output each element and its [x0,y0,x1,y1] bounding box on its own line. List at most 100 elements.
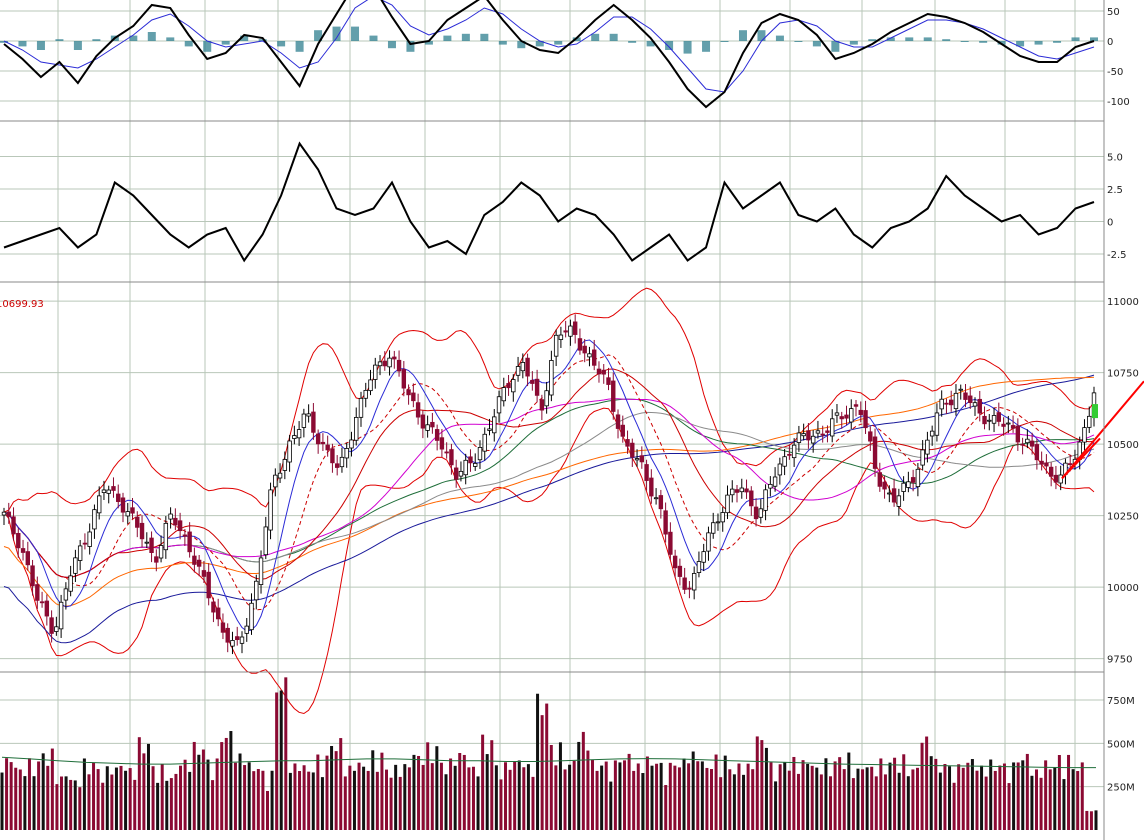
volume-bar [627,753,631,830]
axis-tick-label: 10000 [1107,583,1139,594]
candle-body [787,453,792,456]
candle-body [696,561,702,573]
candle-body [639,455,645,463]
volume-bar [311,772,315,830]
volume-bar [169,778,173,830]
volume-bar [256,769,260,830]
candle-body [6,511,11,517]
macd-histogram-bar [757,30,766,41]
candle-body [473,462,478,467]
volume-bar [764,747,768,830]
volume-bar [1012,762,1016,830]
volume-bar [961,767,965,830]
macd-histogram-bar [794,41,803,42]
volume-bar [96,769,100,830]
candle-body [1048,466,1054,477]
candle-body [1068,463,1073,466]
candle-body [991,415,997,424]
volume-bar [206,759,210,830]
candle-body [63,588,69,601]
volume-bar [220,742,224,830]
volume-bar [778,764,782,830]
volume-bar [426,742,430,830]
candle-body [301,413,307,428]
volume-bar [73,780,77,830]
macd-histogram-bar [738,30,747,41]
macd-histogram-bar [775,35,784,41]
volume-bar [165,780,169,830]
volume-bar [938,772,942,830]
candle-body [601,369,606,375]
momentum-line [3,141,1095,263]
volume-bar [421,764,425,830]
volume-bar [957,764,961,830]
volume-bar [1076,771,1080,830]
macd-histogram-bar [258,39,267,41]
candle-body [539,399,545,411]
candle-body [758,508,764,518]
candle-body [263,526,268,556]
volume-bar [531,776,535,830]
candle-body [211,601,216,613]
macd-histogram-bar [332,26,341,41]
volume-bar [595,770,599,830]
macd-histogram-bar [147,32,156,41]
volume-bar [568,764,572,830]
candle-body [30,565,35,587]
volume-bar [801,760,805,830]
volume-bar [824,758,828,830]
candle-body [868,431,873,442]
candle-body [373,364,378,380]
candle-body [949,399,954,406]
volume-bar [1039,777,1043,830]
volume-bar [641,773,645,830]
volume-bar [32,776,36,830]
candle-body [492,416,497,434]
macd-histogram-bar [424,41,433,45]
volume-bar [609,781,613,830]
candle-body [201,570,207,577]
candle-body [44,600,50,617]
volume-bar [1007,783,1011,830]
volume-bar [179,765,183,830]
candle-body [87,531,92,547]
macd-histogram-bar [849,41,858,45]
candle-body [701,551,706,563]
volume-bar [558,742,562,830]
volume-bar [142,753,146,830]
candle-body [739,487,744,493]
volume-bar [334,751,338,830]
volume-bar [783,762,787,830]
volume-bar [481,734,485,830]
volume-bar [952,782,956,830]
volume-bar [458,753,462,830]
ma-red-dashed [3,354,1095,611]
candle-body [430,421,435,428]
candle-body [715,521,721,524]
volume-bar [1057,755,1061,830]
ma-magenta [3,398,1095,578]
macd-histogram-bar [129,35,138,41]
candle-body [929,430,935,437]
volume-bar [915,767,919,830]
volume-bar [133,779,137,830]
candle-body [553,334,559,357]
volume-bar [50,748,54,830]
volume-bar [55,784,59,830]
price-panel: 11000 10750 10500 10250 10000 9750 10699.93 [0,287,1144,715]
volume-bar [883,774,887,830]
volume-bar [742,774,746,830]
volume-bar [504,762,508,830]
candle-body [82,542,88,545]
candle-body [334,463,340,468]
candle-body [687,587,692,590]
candle-body [625,439,630,447]
candle-body [225,627,230,643]
candle-body [877,472,883,487]
macd-histogram-bar [461,33,470,41]
candle-body [796,432,802,443]
macd-histogram-bar [960,41,969,42]
candle-body [1087,415,1092,428]
candle-body [915,468,921,488]
